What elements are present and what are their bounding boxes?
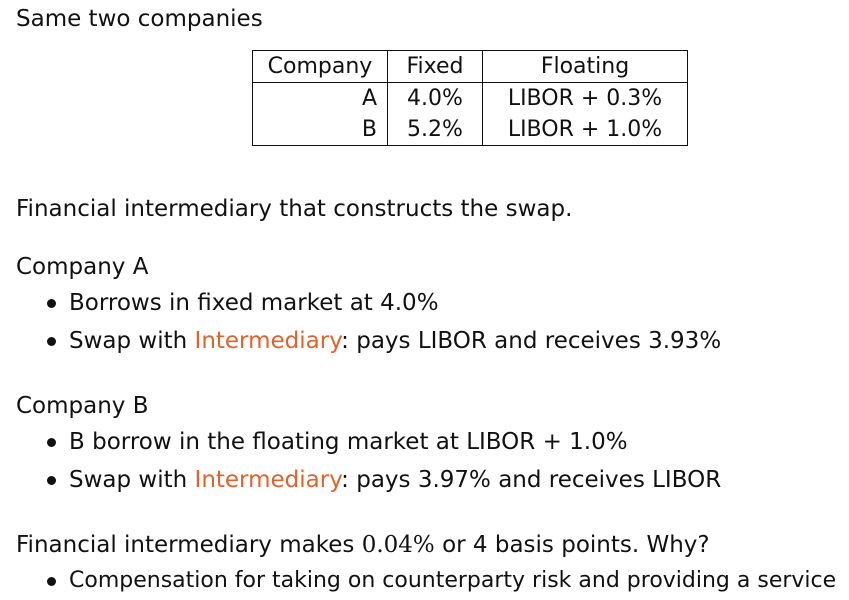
intermediary-highlight: Intermediary (194, 467, 342, 493)
bullet-text-suffix: : pays LIBOR and receives 3.93% (341, 328, 722, 354)
cell-fixed: 5.2% (387, 114, 483, 146)
intro-text: Financial intermediary that constructs t… (16, 196, 573, 222)
column-header-fixed: Fixed (387, 50, 483, 83)
table-row: B 5.2% LIBOR + 1.0% (253, 114, 688, 146)
table-header-row: Company Fixed Floating (252, 50, 688, 83)
conclusion-bullet: Compensation for taking on counterparty … (46, 568, 837, 593)
margin-value: 0.04% (361, 532, 435, 558)
cell-floating: LIBOR + 1.0% (482, 114, 688, 146)
slide-title: Same two companies (16, 6, 263, 32)
company-b-bullet-2: Swap with Intermediary: pays 3.97% and r… (46, 466, 722, 494)
column-header-floating: Floating (482, 50, 688, 83)
column-header-company: Company (252, 50, 388, 83)
company-b-heading: Company B (16, 393, 149, 419)
conclusion-prefix: Financial intermediary makes (16, 532, 362, 558)
bullet-text-prefix: Swap with (69, 328, 195, 354)
company-a-bullet-2: Swap with Intermediary: pays LIBOR and r… (46, 327, 722, 355)
company-a-bullet-1: Borrows in fixed market at 4.0% (47, 290, 439, 316)
bullet-text-prefix: Swap with (69, 467, 195, 493)
company-a-heading: Company A (16, 254, 149, 280)
rates-table: Company Fixed Floating A 4.0% LIBOR + 0.… (252, 50, 688, 146)
intermediary-highlight: Intermediary (194, 328, 342, 354)
company-b-bullet-1: B borrow in the floating market at LIBOR… (47, 429, 628, 455)
table-row: A 4.0% LIBOR + 0.3% (253, 82, 688, 114)
conclusion-text: Financial intermediary makes 0.04% or 4 … (16, 531, 710, 559)
bullet-text-suffix: : pays 3.97% and receives LIBOR (341, 467, 722, 493)
conclusion-suffix: or 4 basis points. Why? (434, 532, 710, 558)
cell-fixed: 4.0% (387, 82, 483, 114)
cell-floating: LIBOR + 0.3% (482, 82, 688, 114)
cell-company: B (361, 117, 377, 142)
cell-company: A (361, 86, 377, 111)
